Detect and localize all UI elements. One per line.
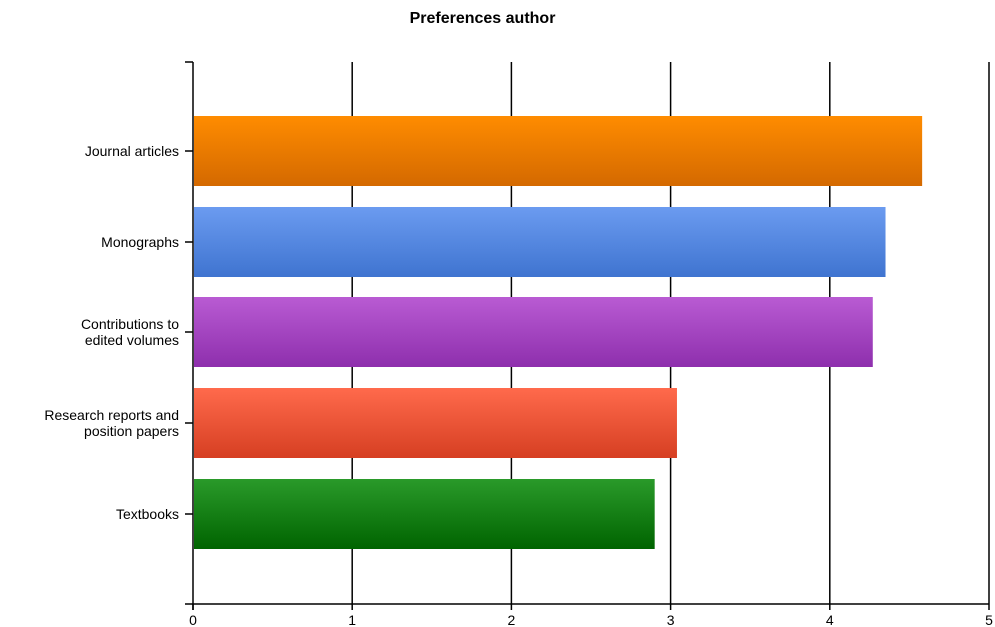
bar	[194, 297, 873, 367]
x-tick-label: 0	[189, 612, 197, 627]
x-tick-label: 1	[348, 612, 356, 627]
bar	[194, 207, 886, 277]
x-tick-label: 3	[667, 612, 675, 627]
x-tick-label: 4	[826, 612, 834, 627]
bar	[194, 479, 655, 549]
x-tick-label: 2	[508, 612, 516, 627]
category-label: Journal articles	[85, 143, 179, 159]
category-label: Monographs	[101, 234, 179, 250]
category-label: Contributions to	[81, 316, 179, 332]
category-label: edited volumes	[85, 332, 179, 348]
bar	[194, 388, 677, 458]
bar	[194, 116, 923, 186]
category-label: position papers	[84, 423, 179, 439]
category-label: Research reports and	[44, 407, 179, 423]
chart-title: Preferences author	[409, 10, 556, 27]
category-label: Textbooks	[116, 506, 179, 522]
x-tick-label: 5	[985, 612, 993, 627]
